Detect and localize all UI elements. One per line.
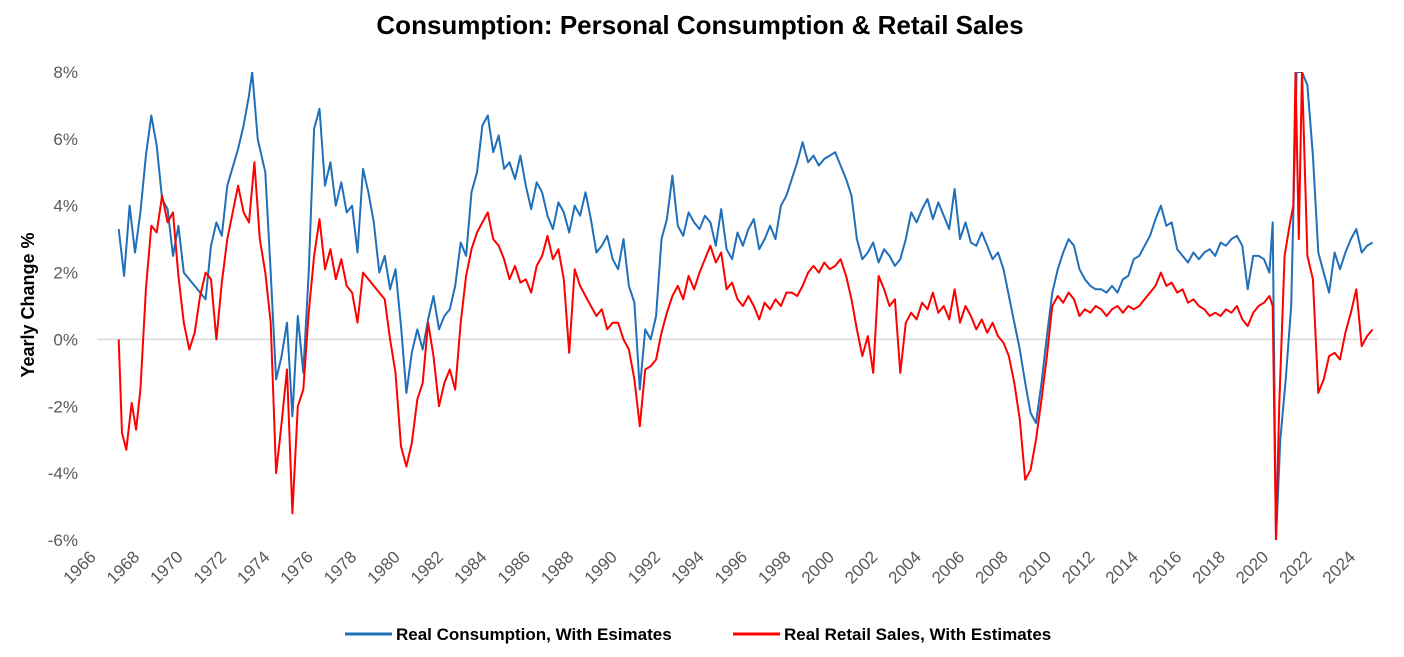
x-tick-label: 1974	[233, 547, 273, 587]
y-tick-label: 2%	[53, 264, 78, 283]
x-tick-label: 2006	[928, 547, 968, 587]
x-tick-label: 1986	[494, 547, 534, 587]
x-tick-label: 1980	[364, 547, 404, 587]
x-tick-label: 2024	[1319, 547, 1359, 587]
x-tick-label: 2022	[1276, 547, 1316, 587]
x-tick-label: 1988	[537, 547, 577, 587]
x-tick-label: 1966	[60, 547, 100, 587]
x-tick-label: 2020	[1232, 547, 1272, 587]
x-tick-label: 1968	[103, 547, 143, 587]
x-tick-label: 1992	[624, 547, 664, 587]
x-tick-label: 1994	[668, 547, 708, 587]
series-line-retail	[117, 72, 1374, 540]
y-tick-label: -4%	[48, 464, 78, 483]
x-tick-label: 2010	[1015, 547, 1055, 587]
x-tick-label: 1990	[581, 547, 621, 587]
y-tick-label: -6%	[48, 531, 78, 550]
legend-label-retail: Real Retail Sales, With Estimates	[784, 625, 1051, 644]
y-tick-label: 8%	[53, 63, 78, 82]
x-tick-label: 2016	[1145, 547, 1185, 587]
x-tick-label: 2004	[885, 547, 925, 587]
x-tick-label: 2002	[841, 547, 881, 587]
chart-title: Consumption: Personal Consumption & Reta…	[376, 10, 1023, 40]
x-tick-label: 2018	[1189, 547, 1229, 587]
y-axis-label: Yearly Change %	[18, 232, 38, 377]
y-tick-label: 0%	[53, 330, 78, 349]
x-tick-label: 2000	[798, 547, 838, 587]
x-tick-label: 2012	[1058, 547, 1098, 587]
x-tick-label: 1996	[711, 547, 751, 587]
x-tick-label: 1978	[320, 547, 360, 587]
x-tick-label: 1982	[407, 547, 447, 587]
series-line-consumption	[117, 72, 1374, 540]
y-tick-label: 4%	[53, 197, 78, 216]
y-tick-label: 6%	[53, 130, 78, 149]
x-tick-label: 1972	[190, 547, 230, 587]
y-tick-label: -2%	[48, 397, 78, 416]
legend: Real Consumption, With Esimates Real Ret…	[345, 625, 1051, 644]
x-tick-label: 2008	[972, 547, 1012, 587]
plot-area: -6%-4%-2%0%2%4%6%8%1966 1968 1970 1972 1974 1…	[48, 63, 1378, 588]
x-tick-label: 2014	[1102, 547, 1142, 587]
x-tick-label: 1998	[754, 547, 794, 587]
x-tick-label: 1970	[146, 547, 186, 587]
x-tick-label: 1984	[450, 547, 490, 587]
legend-label-consumption: Real Consumption, With Esimates	[396, 625, 672, 644]
x-tick-label: 1976	[277, 547, 317, 587]
